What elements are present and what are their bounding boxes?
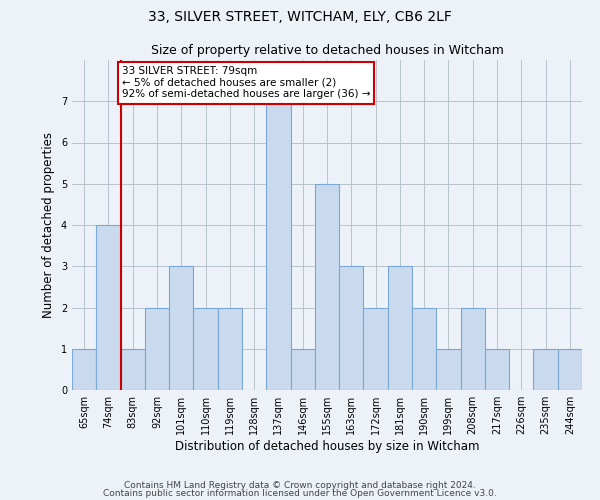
Bar bbox=[485, 349, 509, 390]
Y-axis label: Number of detached properties: Number of detached properties bbox=[43, 132, 55, 318]
Bar bbox=[218, 308, 242, 390]
Title: Size of property relative to detached houses in Witcham: Size of property relative to detached ho… bbox=[151, 44, 503, 58]
Text: 33 SILVER STREET: 79sqm
← 5% of detached houses are smaller (2)
92% of semi-deta: 33 SILVER STREET: 79sqm ← 5% of detached… bbox=[122, 66, 370, 100]
Bar bbox=[388, 266, 412, 390]
Text: 33, SILVER STREET, WITCHAM, ELY, CB6 2LF: 33, SILVER STREET, WITCHAM, ELY, CB6 2LF bbox=[148, 10, 452, 24]
Bar bbox=[315, 184, 339, 390]
Bar bbox=[121, 349, 145, 390]
Bar bbox=[169, 266, 193, 390]
Text: Contains public sector information licensed under the Open Government Licence v3: Contains public sector information licen… bbox=[103, 488, 497, 498]
Bar bbox=[290, 349, 315, 390]
Bar bbox=[266, 101, 290, 390]
Bar bbox=[558, 349, 582, 390]
Bar bbox=[533, 349, 558, 390]
Bar bbox=[193, 308, 218, 390]
Text: Contains HM Land Registry data © Crown copyright and database right 2024.: Contains HM Land Registry data © Crown c… bbox=[124, 481, 476, 490]
Bar bbox=[436, 349, 461, 390]
Bar bbox=[96, 225, 121, 390]
Bar bbox=[412, 308, 436, 390]
Bar bbox=[364, 308, 388, 390]
Bar bbox=[461, 308, 485, 390]
X-axis label: Distribution of detached houses by size in Witcham: Distribution of detached houses by size … bbox=[175, 440, 479, 453]
Bar bbox=[339, 266, 364, 390]
Bar bbox=[72, 349, 96, 390]
Bar bbox=[145, 308, 169, 390]
